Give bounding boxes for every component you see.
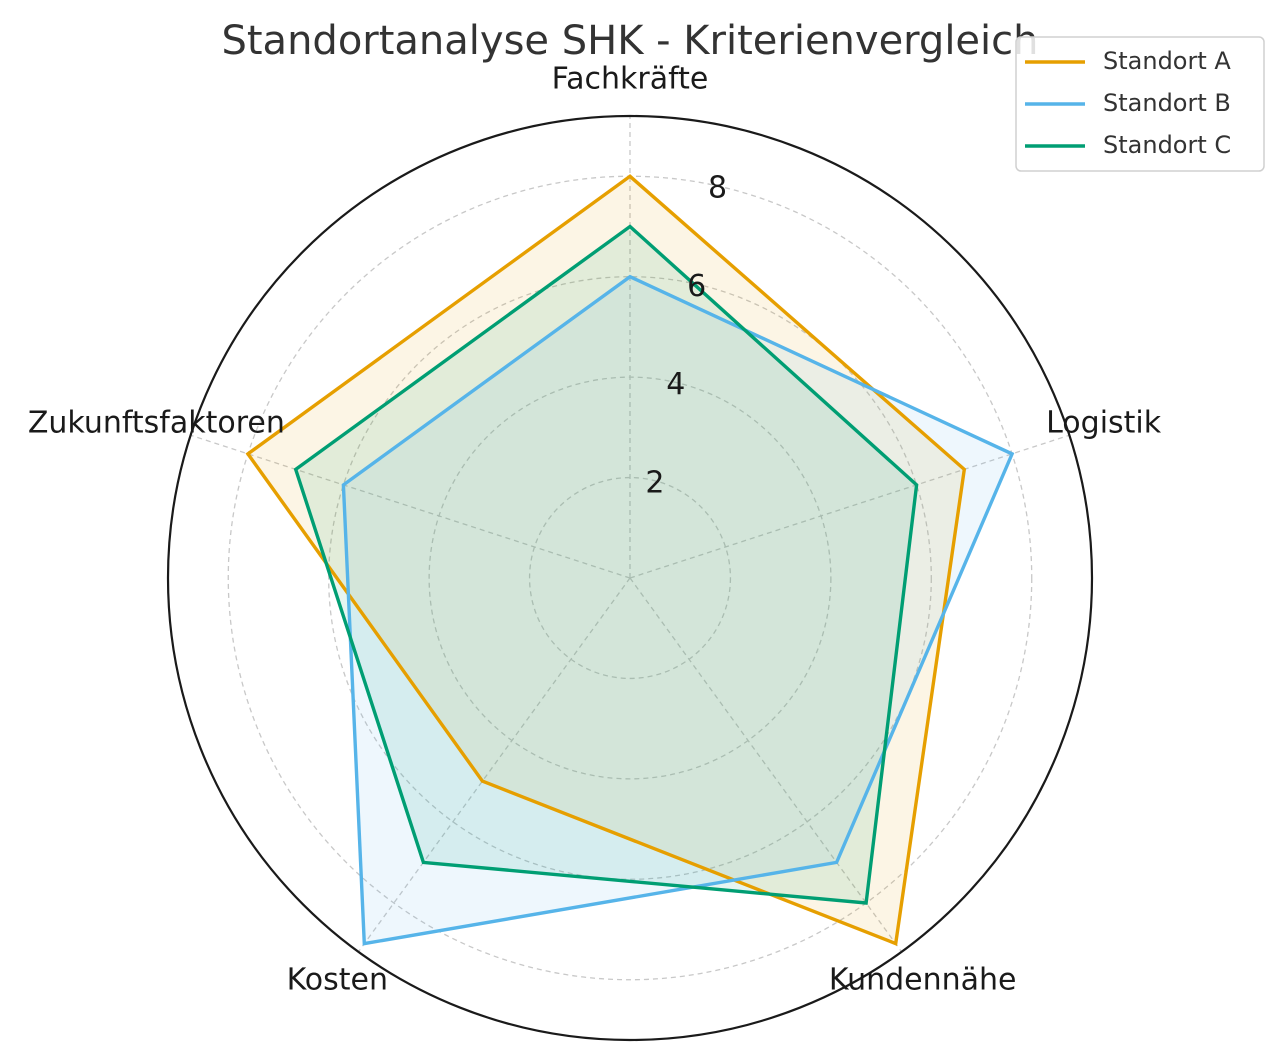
- grid-spoke-3: [357, 577, 631, 953]
- series-line-0: [245, 174, 967, 946]
- radar-labels: 2 4 6 8 Fachkräfte Logistik Kundennähe Kosten Zu…: [28, 62, 1162, 998]
- grid-ring-2: [328, 276, 932, 880]
- r-tick-label-0: 2: [645, 465, 664, 500]
- legend-label-2: Standort C: [1103, 131, 1231, 159]
- r-tick-label-3: 8: [708, 171, 727, 206]
- grid-spoke-4: [190, 434, 631, 579]
- grid-spoke-2: [629, 577, 903, 953]
- r-tick-label-2: 6: [687, 269, 706, 304]
- legend-label-0: Standort A: [1103, 47, 1231, 75]
- axis-label-0: Fachkräfte: [552, 62, 709, 97]
- series-line-2: [293, 224, 919, 905]
- series-area-2: [295, 226, 917, 903]
- outer-ring: [166, 114, 1094, 1042]
- series-area-1: [343, 276, 1013, 944]
- legend-frame: [1015, 36, 1265, 172]
- grid-spoke-1: [629, 434, 1070, 579]
- legend: Standort A Standort B Standort C: [1015, 36, 1265, 172]
- legend-label-1: Standort B: [1103, 89, 1231, 117]
- axis-label-3: Kosten: [287, 962, 388, 997]
- chart-title: Standortanalyse SHK - Kriterienvergleich: [221, 18, 1038, 64]
- axis-label-1: Logistik: [1046, 406, 1162, 441]
- r-tick-label-1: 4: [666, 367, 685, 402]
- axis-label-4: Zukunftsfaktoren: [28, 406, 285, 441]
- series-line-1: [341, 274, 1015, 946]
- axis-label-2: Kundennähe: [829, 962, 1017, 997]
- radar-series: [245, 174, 1015, 946]
